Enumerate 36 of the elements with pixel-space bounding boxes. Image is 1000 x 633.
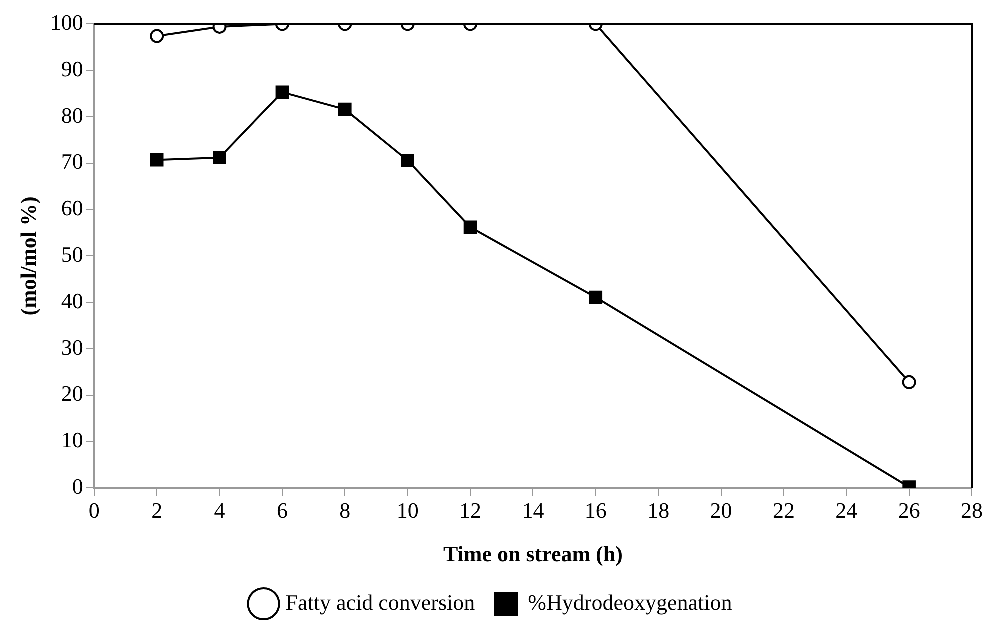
x-tick-label: 28	[961, 498, 983, 524]
x-tick-label: 20	[710, 498, 732, 524]
y-tick-label: 0	[72, 474, 84, 499]
legend-label: %Hydrodeoxygenation	[528, 590, 732, 615]
x-tick-label: 6	[276, 498, 288, 524]
x-tick-label: 16	[584, 498, 607, 524]
x-tick-label: 24	[836, 498, 858, 524]
legend-label: Fatty acid conversion	[286, 590, 476, 615]
y-tick-label: 20	[61, 381, 84, 406]
y-tick-label: 90	[61, 56, 84, 82]
y-tick-label: 40	[61, 288, 84, 314]
x-tick-label: 14	[522, 498, 544, 524]
point	[464, 220, 478, 234]
y-tick-label: 50	[61, 242, 84, 267]
x-tick-label: 10	[396, 498, 419, 524]
point	[401, 154, 414, 168]
x-tick-label: 22	[772, 498, 795, 524]
y-tick-label: 60	[61, 196, 84, 221]
point	[902, 375, 916, 390]
point	[589, 290, 603, 304]
x-tick-label: 12	[460, 498, 482, 524]
y-tick-label: 100	[50, 10, 84, 35]
y-tick-label: 70	[61, 149, 84, 174]
x-tick-label: 26	[898, 498, 920, 524]
y-axis-title: (mol/mol %)	[16, 196, 41, 316]
x-tick-label: 18	[648, 498, 670, 524]
x-tick-label: 0	[88, 498, 100, 524]
x-tick-label: 8	[340, 498, 351, 524]
x-axis-title: Time on stream (h)	[443, 541, 623, 566]
y-tick-label: 30	[61, 334, 84, 360]
y-tick-label: 80	[61, 102, 84, 128]
x-tick-label: 4	[214, 498, 226, 524]
y-tick-label: 10	[61, 428, 84, 453]
point	[150, 153, 164, 167]
point	[213, 151, 226, 164]
x-tick-label: 2	[152, 498, 163, 524]
